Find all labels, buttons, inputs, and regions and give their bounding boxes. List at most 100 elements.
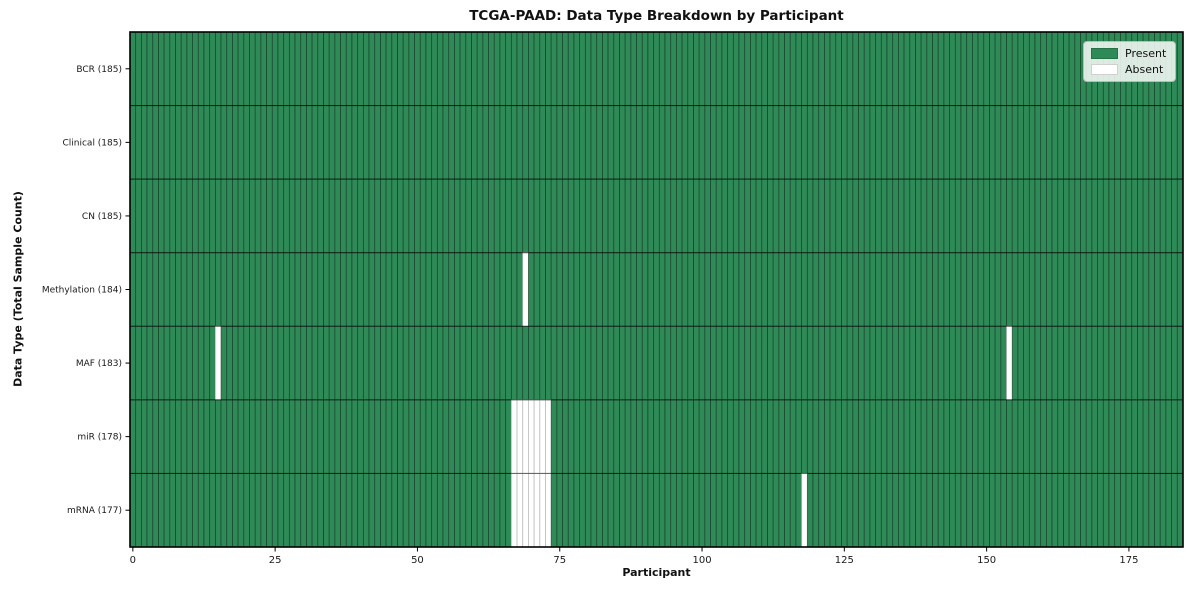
heatmap-cell-present bbox=[1023, 105, 1030, 180]
heatmap-cell-present bbox=[152, 325, 159, 401]
heatmap-cell-present bbox=[1040, 252, 1047, 327]
heatmap-cell-present bbox=[209, 252, 216, 327]
heatmap-cell-present bbox=[419, 31, 427, 106]
present-swatch-icon bbox=[1091, 48, 1118, 59]
heatmap-cell-present bbox=[863, 178, 871, 254]
heatmap-cell-present bbox=[1080, 473, 1087, 548]
heatmap-cell-present bbox=[954, 178, 962, 254]
heatmap-cell-present bbox=[909, 399, 916, 474]
heatmap-cell-present bbox=[732, 178, 740, 254]
heatmap-cell-present bbox=[744, 399, 751, 474]
heatmap-cell-present bbox=[715, 105, 723, 180]
heatmap-cell-present bbox=[943, 31, 951, 106]
heatmap-cell-present bbox=[1097, 473, 1104, 548]
heatmap-cell-present bbox=[414, 31, 421, 106]
heatmap-cell-present bbox=[846, 252, 854, 327]
heatmap-cell-present bbox=[727, 399, 734, 474]
heatmap-cell-present bbox=[926, 399, 933, 474]
heatmap-cell-present bbox=[158, 105, 165, 180]
heatmap-cell-present bbox=[397, 399, 404, 474]
heatmap-cell-present bbox=[283, 325, 290, 401]
heatmap-cell-absent bbox=[510, 399, 518, 474]
heatmap-cell-present bbox=[431, 473, 438, 548]
heatmap-cell-present bbox=[471, 473, 478, 548]
heatmap-cell-present bbox=[345, 252, 353, 327]
heatmap-cell-present bbox=[869, 105, 877, 180]
heatmap-cell-present bbox=[135, 252, 142, 327]
heatmap-cell-present bbox=[767, 252, 774, 327]
heatmap-cell-present bbox=[271, 399, 279, 474]
heatmap-cell-present bbox=[203, 325, 211, 401]
heatmap-cell-present bbox=[1011, 252, 1019, 327]
heatmap-cell-present bbox=[488, 252, 495, 327]
heatmap-cell-present bbox=[932, 178, 939, 254]
heatmap-cell-present bbox=[1148, 178, 1155, 254]
heatmap-cell-present bbox=[169, 325, 176, 401]
heatmap-cell-present bbox=[943, 473, 951, 548]
heatmap-cell-present bbox=[869, 178, 877, 254]
x-tick-label: 25 bbox=[269, 555, 282, 566]
heatmap-cell-present bbox=[687, 178, 694, 254]
heatmap-cell-present bbox=[852, 252, 859, 327]
heatmap-cell-present bbox=[772, 105, 780, 180]
heatmap-cell-present bbox=[596, 105, 603, 180]
heatmap-cell-present bbox=[653, 325, 660, 401]
heatmap-cell-present bbox=[288, 325, 296, 401]
heatmap-cell-present bbox=[1125, 105, 1133, 180]
heatmap-cell-present bbox=[1091, 325, 1099, 401]
heatmap-cell-present bbox=[374, 105, 381, 180]
heatmap-cell-present bbox=[937, 473, 945, 548]
heatmap-cell-present bbox=[146, 473, 154, 548]
heatmap-cell-present bbox=[340, 31, 347, 106]
heatmap-cell-present bbox=[1034, 105, 1042, 180]
heatmap-cell-present bbox=[192, 399, 199, 474]
heatmap-cell-present bbox=[732, 31, 740, 106]
heatmap-cell-present bbox=[698, 178, 706, 254]
heatmap-cell-present bbox=[1063, 252, 1070, 327]
heatmap-cell-present bbox=[596, 31, 603, 106]
heatmap-cell-present bbox=[482, 252, 489, 327]
heatmap-cell-present bbox=[641, 325, 649, 401]
heatmap-cell-present bbox=[619, 252, 626, 327]
heatmap-cell-present bbox=[567, 252, 575, 327]
heatmap-cell-present bbox=[288, 252, 296, 327]
heatmap-cell-present bbox=[391, 178, 398, 254]
heatmap-cell-present bbox=[374, 473, 381, 548]
heatmap-cell-present bbox=[698, 325, 706, 401]
heatmap-cell-present bbox=[1159, 325, 1167, 401]
heatmap-cell-present bbox=[801, 252, 808, 327]
heatmap-cell-present bbox=[539, 252, 546, 327]
heatmap-cell-present bbox=[243, 473, 250, 548]
heatmap-cell-present bbox=[345, 178, 353, 254]
heatmap-cell-present bbox=[533, 252, 541, 327]
heatmap-cell-present bbox=[1171, 105, 1178, 180]
heatmap-cell-present bbox=[311, 105, 319, 180]
heatmap-cell-present bbox=[283, 105, 290, 180]
heatmap-cell-present bbox=[1023, 473, 1030, 548]
heatmap-cell-present bbox=[937, 178, 945, 254]
heatmap-cell-present bbox=[681, 252, 689, 327]
heatmap-cell-present bbox=[789, 105, 797, 180]
heatmap-cell-present bbox=[647, 473, 655, 548]
heatmap-cell-present bbox=[784, 31, 791, 106]
heatmap-cell-present bbox=[613, 178, 620, 254]
heatmap-cell-present bbox=[510, 178, 518, 254]
heatmap-cell-present bbox=[1131, 399, 1138, 474]
heatmap-cell-present bbox=[522, 325, 529, 401]
heatmap-cell-present bbox=[414, 325, 421, 401]
heatmap-cell-present bbox=[937, 325, 945, 401]
heatmap-cell-present bbox=[306, 325, 313, 401]
heatmap-cell-present bbox=[516, 105, 524, 180]
heatmap-cell-present bbox=[704, 399, 711, 474]
heatmap-cell-present bbox=[425, 473, 433, 548]
heatmap-cell-present bbox=[989, 31, 996, 106]
heatmap-cell-present bbox=[898, 399, 905, 474]
heatmap-cell-present bbox=[510, 252, 518, 327]
heatmap-cell-present bbox=[903, 252, 911, 327]
heatmap-cell-present bbox=[852, 178, 859, 254]
heatmap-cell-present bbox=[311, 399, 319, 474]
heatmap-cell-present bbox=[755, 31, 763, 106]
heatmap-cell-present bbox=[300, 31, 307, 106]
heatmap-cell-present bbox=[1063, 473, 1070, 548]
heatmap-cell-present bbox=[1176, 178, 1184, 254]
